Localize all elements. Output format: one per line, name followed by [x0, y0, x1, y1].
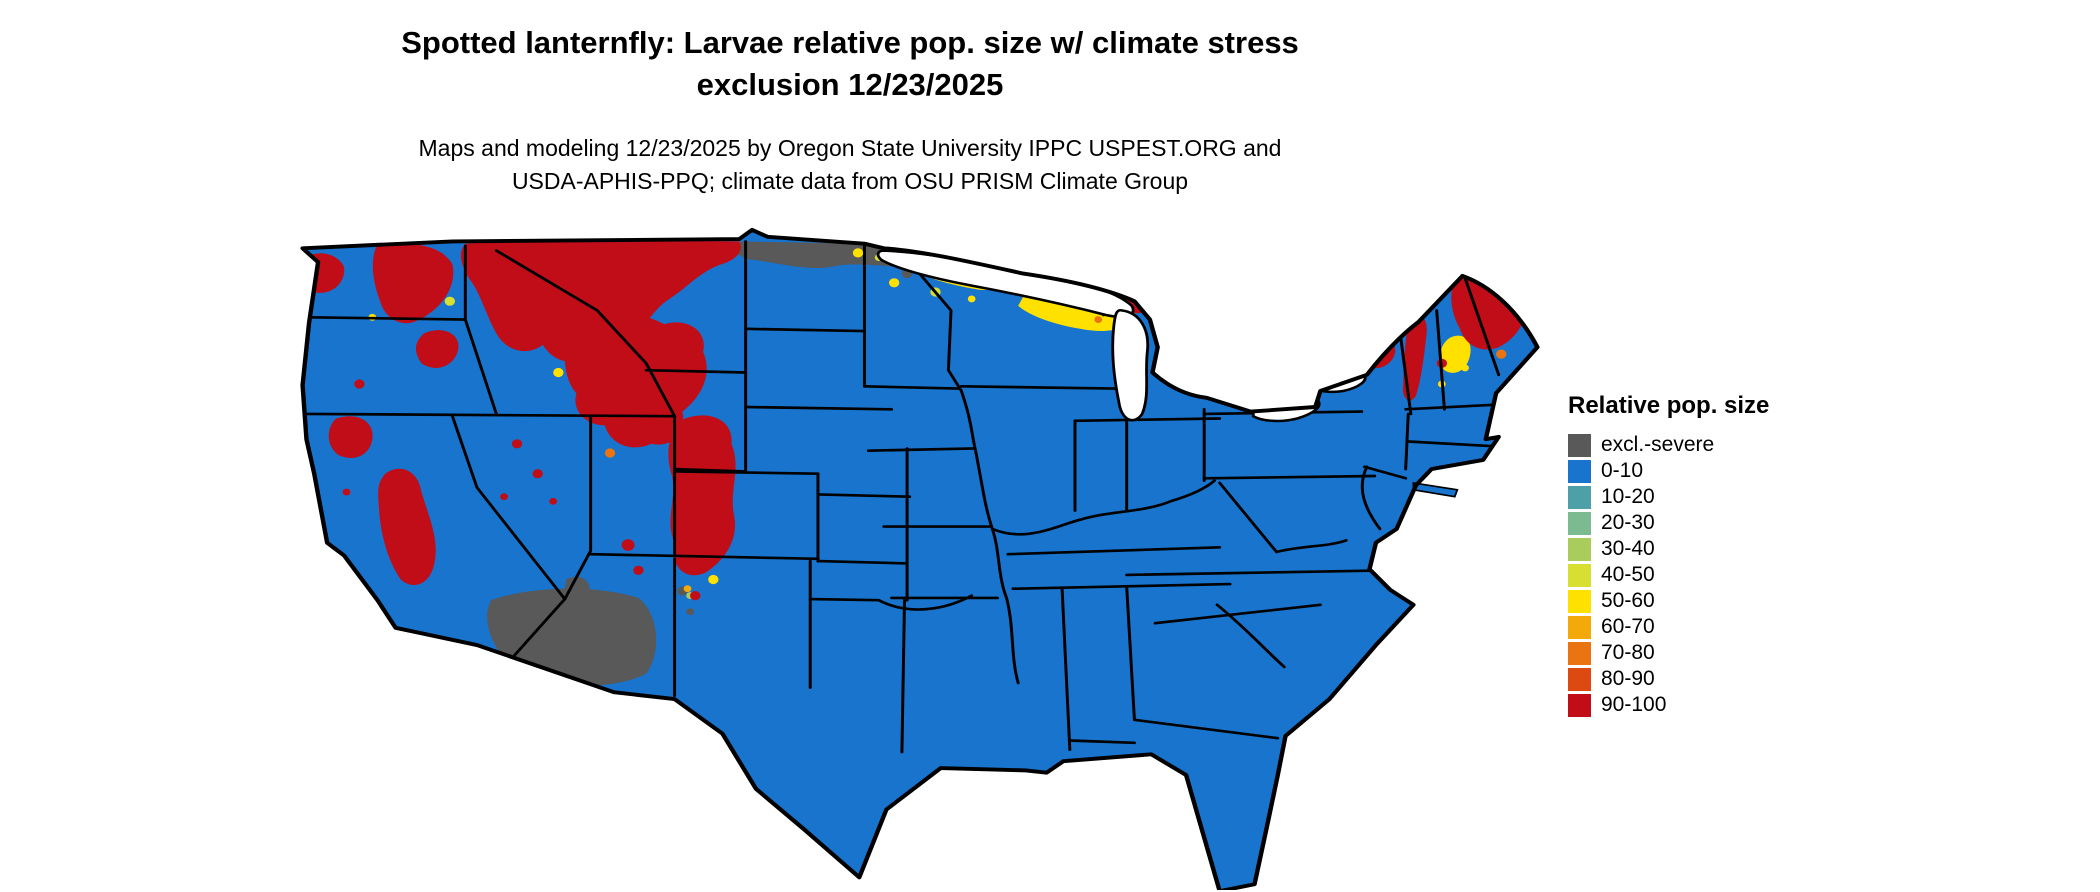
legend-row: 70-80	[1568, 640, 1888, 666]
legend-row: 30-40	[1568, 536, 1888, 562]
legend-row: excl.-severe	[1568, 432, 1888, 458]
legend-row: 20-30	[1568, 510, 1888, 536]
red-speck	[532, 469, 543, 479]
legend-label: 90-100	[1601, 693, 1667, 716]
legend-row: 50-60	[1568, 588, 1888, 614]
legend-title: Relative pop. size	[1568, 392, 1770, 419]
legend-items: excl.-severe 0-10 10-20 20-30 30-40 40-5…	[1568, 432, 1888, 718]
us-risk-map	[300, 200, 1540, 890]
legend-label: 50-60	[1601, 589, 1655, 612]
red-region-sierra-nevada	[378, 468, 436, 586]
legend-swatch	[1568, 693, 1591, 717]
red-region-cascades	[372, 243, 454, 324]
red-speck	[549, 497, 558, 505]
legend-label: 40-50	[1601, 563, 1655, 586]
legend-swatch	[1568, 485, 1591, 509]
legend-swatch	[1568, 563, 1591, 587]
moderate-speck	[852, 248, 864, 258]
moderate-speck	[1461, 364, 1469, 372]
lake-huron	[1153, 306, 1220, 371]
moderate-speck	[708, 574, 719, 585]
map-subtitle-line1: Maps and modeling 12/23/2025 by Oregon S…	[418, 134, 1282, 161]
legend-swatch	[1568, 433, 1591, 457]
map-subtitle: Maps and modeling 12/23/2025 by Oregon S…	[130, 132, 1570, 199]
legend: Relative pop. size excl.-severe 0-10 10-…	[1568, 392, 1888, 718]
red-speck	[633, 565, 644, 575]
red-speck	[342, 488, 351, 496]
long-island	[1412, 481, 1459, 498]
us-map-svg	[300, 227, 1540, 890]
red-region-blue-mountains	[415, 330, 459, 368]
map-title-line2: exclusion 12/23/2025	[696, 66, 1004, 102]
orange-speck	[683, 585, 692, 593]
lake-michigan	[1111, 309, 1150, 422]
legend-row: 80-90	[1568, 666, 1888, 692]
orange-speck	[1094, 316, 1103, 324]
legend-swatch	[1568, 589, 1591, 613]
legend-row: 90-100	[1568, 692, 1888, 718]
map-header: Spotted lanternfly: Larvae relative pop.…	[130, 22, 1570, 198]
us-outline	[300, 227, 1540, 890]
red-speck	[621, 539, 635, 551]
red-speck	[500, 493, 508, 501]
excluded-region-arizona	[487, 588, 657, 686]
legend-label: excl.-severe	[1601, 433, 1715, 456]
legend-label: 10-20	[1601, 485, 1655, 508]
red-region-colorado-rockies	[668, 415, 736, 576]
red-speck	[354, 379, 365, 389]
legend-swatch	[1568, 511, 1591, 535]
legend-row: 0-10	[1568, 458, 1888, 484]
moderate-region-new-england	[1439, 335, 1471, 373]
orange-speck	[1496, 349, 1507, 359]
legend-label: 70-80	[1601, 641, 1655, 664]
excluded-region-southern-nevada	[563, 576, 590, 604]
red-speck	[511, 439, 523, 449]
excluded-speck	[686, 608, 694, 616]
legend-row: 60-70	[1568, 614, 1888, 640]
red-region-green-mountains	[1402, 314, 1427, 401]
legend-swatch	[1568, 615, 1591, 639]
red-region-northern-california	[328, 416, 373, 458]
legend-row: 10-20	[1568, 484, 1888, 510]
moderate-speck	[889, 278, 900, 288]
orange-speck	[604, 448, 616, 458]
legend-swatch	[1568, 641, 1591, 665]
legend-swatch	[1568, 667, 1591, 691]
red-region-utah-wyoming	[564, 312, 707, 448]
moderate-speck	[553, 367, 564, 378]
moderate-speck	[967, 295, 976, 303]
moderate-speck	[444, 296, 455, 306]
legend-row: 40-50	[1568, 562, 1888, 588]
map-title-line1: Spotted lanternfly: Larvae relative pop.…	[401, 25, 1299, 60]
legend-swatch	[1568, 537, 1591, 561]
legend-label: 30-40	[1601, 537, 1655, 560]
legend-label: 20-30	[1601, 511, 1655, 534]
legend-label: 60-70	[1601, 615, 1655, 638]
red-speck	[690, 591, 701, 601]
legend-label: 80-90	[1601, 667, 1655, 690]
map-subtitle-line2: USDA-APHIS-PPQ; climate data from OSU PR…	[511, 168, 1189, 195]
state-borders	[304, 240, 1501, 754]
legend-label: 0-10	[1601, 459, 1644, 482]
legend-swatch	[1568, 459, 1591, 483]
